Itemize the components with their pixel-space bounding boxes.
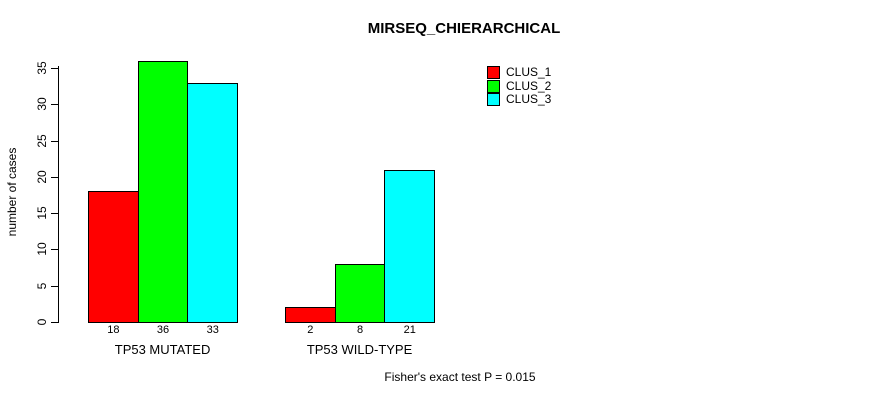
x-category-label: TP53 WILD-TYPE [306, 342, 413, 357]
bar-value-label: 8 [356, 324, 364, 336]
bar-value-label: 21 [403, 324, 416, 336]
y-tick-label: 5 [35, 282, 49, 290]
legend-item-clus_2: CLUS_2 [487, 78, 552, 93]
y-tick-label: 25 [35, 133, 49, 148]
legend-item-clus_1: CLUS_1 [487, 66, 551, 79]
y-tick-label: 30 [35, 97, 49, 111]
legend-color-swatch [487, 79, 500, 93]
y-axis-title: number of cases [5, 147, 19, 237]
bar-clus_2-tp53-mutated [137, 60, 189, 323]
bar-value-label: 36 [156, 324, 170, 336]
legend-color-swatch [487, 93, 500, 106]
bar-value-label: 2 [307, 324, 314, 336]
y-tick-mark [51, 104, 58, 106]
y-tick-mark [51, 176, 58, 178]
y-axis-line [58, 66, 59, 323]
legend-label: CLUS_2 [506, 78, 552, 93]
y-tick-label: 10 [35, 242, 49, 257]
y-tick-mark [51, 140, 58, 142]
y-tick-label: 0 [35, 318, 49, 326]
x-category-label: TP53 MUTATED [114, 342, 211, 357]
legend-color-swatch [487, 66, 500, 79]
bar-clus_1-tp53-mutated [88, 191, 139, 323]
bar-value-label: 18 [107, 324, 120, 336]
y-tick-label: 15 [35, 206, 49, 220]
bar-value-label: 33 [206, 324, 219, 336]
y-tick-mark [51, 285, 58, 287]
chart-title: MIRSEQ_CHIERARCHICAL [367, 20, 561, 37]
y-tick-mark [51, 213, 58, 215]
statistical-test-annotation: Fisher's exact test P = 0.015 [384, 370, 536, 384]
bar-clus_3-tp53-mutated [187, 82, 239, 323]
y-tick-mark [51, 322, 58, 323]
bar-clus_1-tp53-wild-type [285, 307, 336, 323]
bar-clus_3-tp53-wild-type [384, 169, 436, 323]
y-tick-label: 35 [35, 61, 49, 75]
legend-label: CLUS_3 [506, 92, 552, 106]
legend-item-clus_3: CLUS_3 [487, 93, 551, 106]
y-tick-label: 20 [35, 170, 49, 184]
bar-clus_2-tp53-wild-type [334, 263, 386, 323]
y-tick-mark [51, 68, 58, 69]
y-tick-mark [51, 249, 58, 251]
legend-label: CLUS_1 [506, 65, 552, 79]
